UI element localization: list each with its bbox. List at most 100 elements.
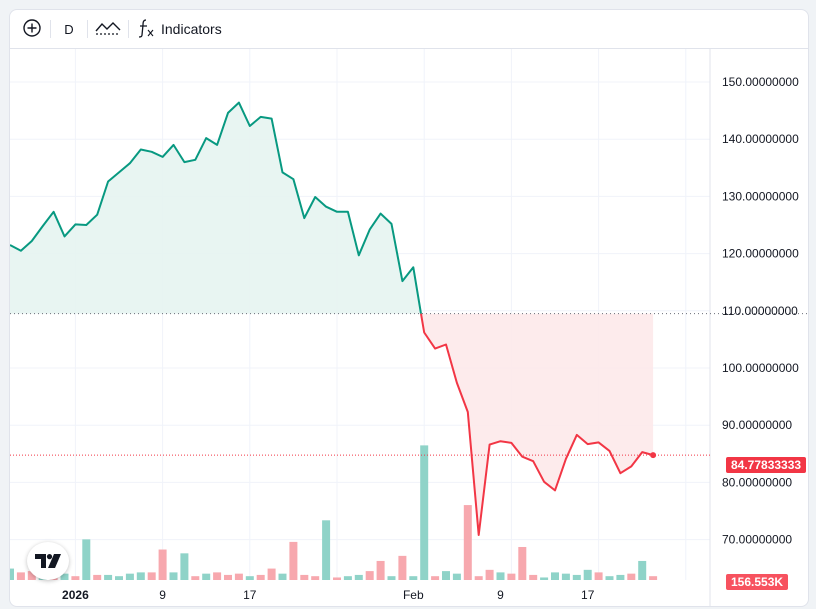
- volume-bar: [82, 539, 91, 580]
- volume-bar: [115, 576, 123, 580]
- volume-bar: [518, 546, 527, 580]
- volume-bar: [224, 574, 232, 580]
- price-axis: 150.00000000 140.00000000 130.00000000 120.…: [722, 75, 799, 547]
- time-tick-label: 9: [497, 588, 504, 602]
- volume-bar: [387, 576, 396, 580]
- volume-bar: [594, 572, 603, 580]
- volume-bar: [234, 573, 243, 580]
- volume-bar: [191, 576, 200, 580]
- volume-bar: [452, 573, 461, 580]
- price-chart[interactable]: 150.00000000 140.00000000 130.00000000 120.…: [10, 10, 808, 606]
- chart-type-button[interactable]: [88, 15, 128, 43]
- volume-label: 156.553K: [726, 574, 789, 590]
- toolbar-divider: [87, 20, 88, 38]
- volume-bar: [649, 576, 658, 580]
- price-lines: [10, 101, 657, 536]
- price-tick-label: 100.00000000: [722, 361, 799, 375]
- volume-bar: [431, 576, 440, 580]
- indicators-button[interactable]: Indicators: [129, 15, 230, 43]
- toolbar-divider: [128, 20, 129, 38]
- volume-bar: [333, 577, 341, 580]
- interval-button[interactable]: D: [64, 21, 74, 37]
- volume-bar: [561, 573, 570, 580]
- price-tick-label: 110.00000000: [722, 304, 798, 318]
- volume-bar: [322, 520, 331, 580]
- area-above-baseline: [10, 102, 421, 314]
- price-tick-label: 130.00000000: [722, 189, 799, 203]
- price-tick-label: 90.00000000: [722, 418, 792, 432]
- volume-bar: [442, 571, 450, 580]
- indicators-label: Indicators: [161, 21, 222, 37]
- time-tick-label: Feb: [403, 588, 424, 602]
- price-tick-label: 80.00000000: [722, 475, 792, 489]
- volume-bar: [474, 576, 483, 580]
- volume-bar: [93, 574, 102, 580]
- volume-bar: [551, 572, 559, 580]
- price-tick-label: 70.00000000: [722, 533, 792, 547]
- volume-bar: [485, 569, 494, 580]
- volume-bar: [104, 574, 113, 580]
- volume-series: [10, 445, 658, 580]
- volume-bar: [289, 541, 298, 580]
- time-tick-label: 2026: [62, 588, 89, 602]
- volume-bar: [169, 572, 178, 580]
- volume-bar: [529, 574, 538, 580]
- price-tick-label: 150.00000000: [722, 75, 799, 89]
- volume-bar: [365, 571, 374, 580]
- last-price-dot: [650, 452, 657, 459]
- volume-bar: [147, 572, 156, 580]
- guide-lines: [10, 313, 808, 456]
- volume-bar: [420, 445, 429, 580]
- price-line-up: [10, 101, 422, 314]
- time-axis: 2026 9 17 Feb 9 17: [62, 588, 595, 602]
- chart-grid: [10, 49, 711, 606]
- volume-bar: [125, 573, 134, 580]
- volume-bar: [300, 574, 309, 580]
- volume-bar: [256, 574, 265, 580]
- volume-bar: [180, 553, 189, 580]
- volume-bar: [245, 576, 254, 580]
- volume-bar: [398, 555, 407, 580]
- chart-widget: D Indicators 150.00000000 140.00000000 130…: [9, 9, 809, 607]
- volume-bar: [278, 573, 287, 580]
- volume-bar: [202, 573, 211, 580]
- volume-bar: [158, 549, 167, 580]
- toolbar-divider: [50, 20, 51, 38]
- volume-bar: [616, 574, 625, 580]
- price-tick-label: 140.00000000: [722, 132, 799, 146]
- volume-bar: [409, 576, 418, 580]
- price-tick-label: 120.00000000: [722, 247, 799, 261]
- volume-bar: [376, 560, 385, 580]
- area-below-baseline: [421, 313, 654, 535]
- volume-bar: [605, 576, 614, 580]
- volume-bar: [16, 572, 25, 580]
- volume-bar: [267, 568, 276, 580]
- volume-bar: [540, 577, 549, 580]
- volume-bar: [60, 573, 69, 580]
- last-price-label: 84.77833333: [726, 457, 807, 473]
- chart-toolbar: D Indicators: [10, 10, 808, 49]
- tradingview-logo[interactable]: [27, 542, 69, 580]
- time-tick-label: 17: [581, 588, 595, 602]
- volume-bar: [583, 569, 592, 580]
- volume-bar: [343, 576, 352, 580]
- time-tick-label: 9: [159, 588, 166, 602]
- fx-icon: [137, 18, 155, 41]
- volume-bar: [71, 576, 80, 580]
- volume-bar: [572, 574, 581, 580]
- volume-bar: [213, 572, 222, 580]
- price-line-down: [420, 313, 654, 536]
- volume-bar: [27, 571, 36, 580]
- volume-bar: [136, 572, 145, 580]
- add-symbol-button[interactable]: [14, 15, 50, 43]
- volume-bar: [311, 576, 320, 580]
- volume-bar: [638, 560, 647, 580]
- volume-bar: [627, 573, 636, 580]
- volume-bar: [463, 505, 472, 580]
- plus-circle-icon: [22, 18, 42, 41]
- volume-bar: [10, 568, 14, 580]
- volume-bar: [354, 574, 363, 580]
- line-area-icon: [94, 19, 122, 40]
- baseline-areas: [10, 102, 654, 535]
- volume-bar: [496, 572, 505, 580]
